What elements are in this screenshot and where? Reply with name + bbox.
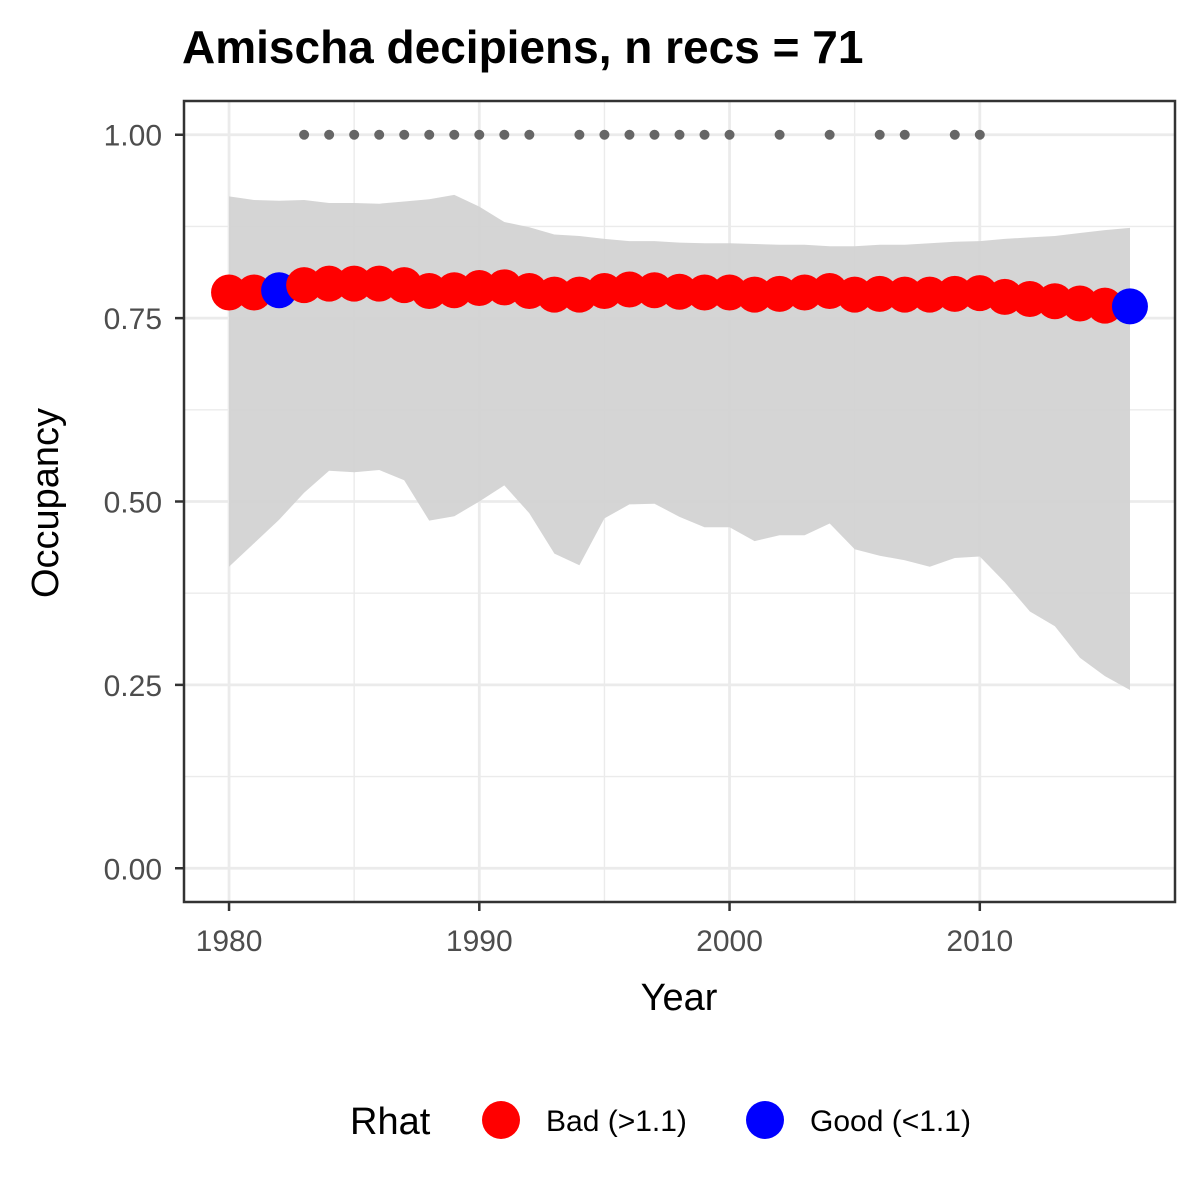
- x-tick-label: 2000: [696, 925, 763, 958]
- y-tick-label: 1.00: [104, 120, 162, 153]
- y-axis-title: Occupancy: [25, 408, 67, 598]
- y-tick-label: 0.50: [104, 487, 162, 520]
- x-axis: 1980 1990 2000 2010: [196, 902, 1013, 958]
- y-tick-label: 0.75: [104, 303, 162, 336]
- record-dot: [574, 129, 585, 140]
- occupancy-point: [336, 265, 373, 302]
- record-dot: [374, 129, 385, 140]
- legend-good-key: [746, 1101, 784, 1139]
- occupancy-point: [661, 273, 698, 310]
- record-dot: [974, 129, 985, 140]
- occupancy-point: [911, 276, 948, 313]
- record-dot: [774, 129, 785, 140]
- legend-bad-key: [482, 1101, 520, 1139]
- legend-good-label: Good (<1.1): [810, 1105, 971, 1138]
- occupancy-point: [311, 265, 348, 302]
- legend-title: Rhat: [350, 1101, 431, 1143]
- record-dot: [524, 129, 535, 140]
- record-dot: [699, 129, 710, 140]
- occupancy-point: [211, 274, 248, 311]
- x-tick-label: 1980: [196, 925, 263, 958]
- occupancy-point: [461, 270, 498, 307]
- record-dot: [874, 129, 885, 140]
- record-dot: [899, 129, 910, 140]
- record-dot: [499, 129, 510, 140]
- legend-bad-label: Bad (>1.1): [546, 1105, 687, 1138]
- occupancy-point: [936, 275, 973, 312]
- occupancy-point: [1086, 287, 1123, 324]
- confidence-ribbon: [229, 194, 1130, 690]
- occupancy-point: [686, 274, 723, 311]
- occupancy-point: [411, 272, 448, 309]
- y-tick-label: 0.25: [104, 670, 162, 703]
- record-dot: [949, 129, 960, 140]
- record-dot: [299, 129, 310, 140]
- record-dot: [824, 129, 835, 140]
- chart-title: Amischa decipiens, n recs = 71: [182, 21, 863, 73]
- y-tick-label: 0.00: [104, 853, 162, 886]
- record-dot: [324, 129, 335, 140]
- y-axis: 0.00 0.25 0.50 0.75 1.00: [104, 120, 184, 886]
- occupancy-point: [886, 276, 923, 313]
- occupancy-point: [836, 276, 873, 313]
- record-dot: [649, 129, 660, 140]
- record-dot: [424, 129, 435, 140]
- record-dot: [724, 129, 735, 140]
- legend: Rhat Bad (>1.1) Good (<1.1): [350, 1101, 971, 1143]
- x-axis-title: Year: [641, 977, 718, 1019]
- record-dot: [474, 129, 485, 140]
- plot-panel: [182, 99, 1177, 904]
- occupancy-point: [611, 271, 648, 308]
- record-dot: [349, 129, 360, 140]
- x-tick-label: 1990: [446, 925, 513, 958]
- record-dot: [624, 129, 635, 140]
- x-tick-label: 2010: [946, 925, 1013, 958]
- occupancy-point: [536, 276, 573, 313]
- occupancy-point: [736, 276, 773, 313]
- record-dot: [449, 129, 460, 140]
- occupancy-point: [1111, 288, 1148, 325]
- occupancy-point: [861, 275, 898, 312]
- record-dot: [399, 129, 410, 140]
- record-dot: [599, 129, 610, 140]
- record-dot: [674, 129, 685, 140]
